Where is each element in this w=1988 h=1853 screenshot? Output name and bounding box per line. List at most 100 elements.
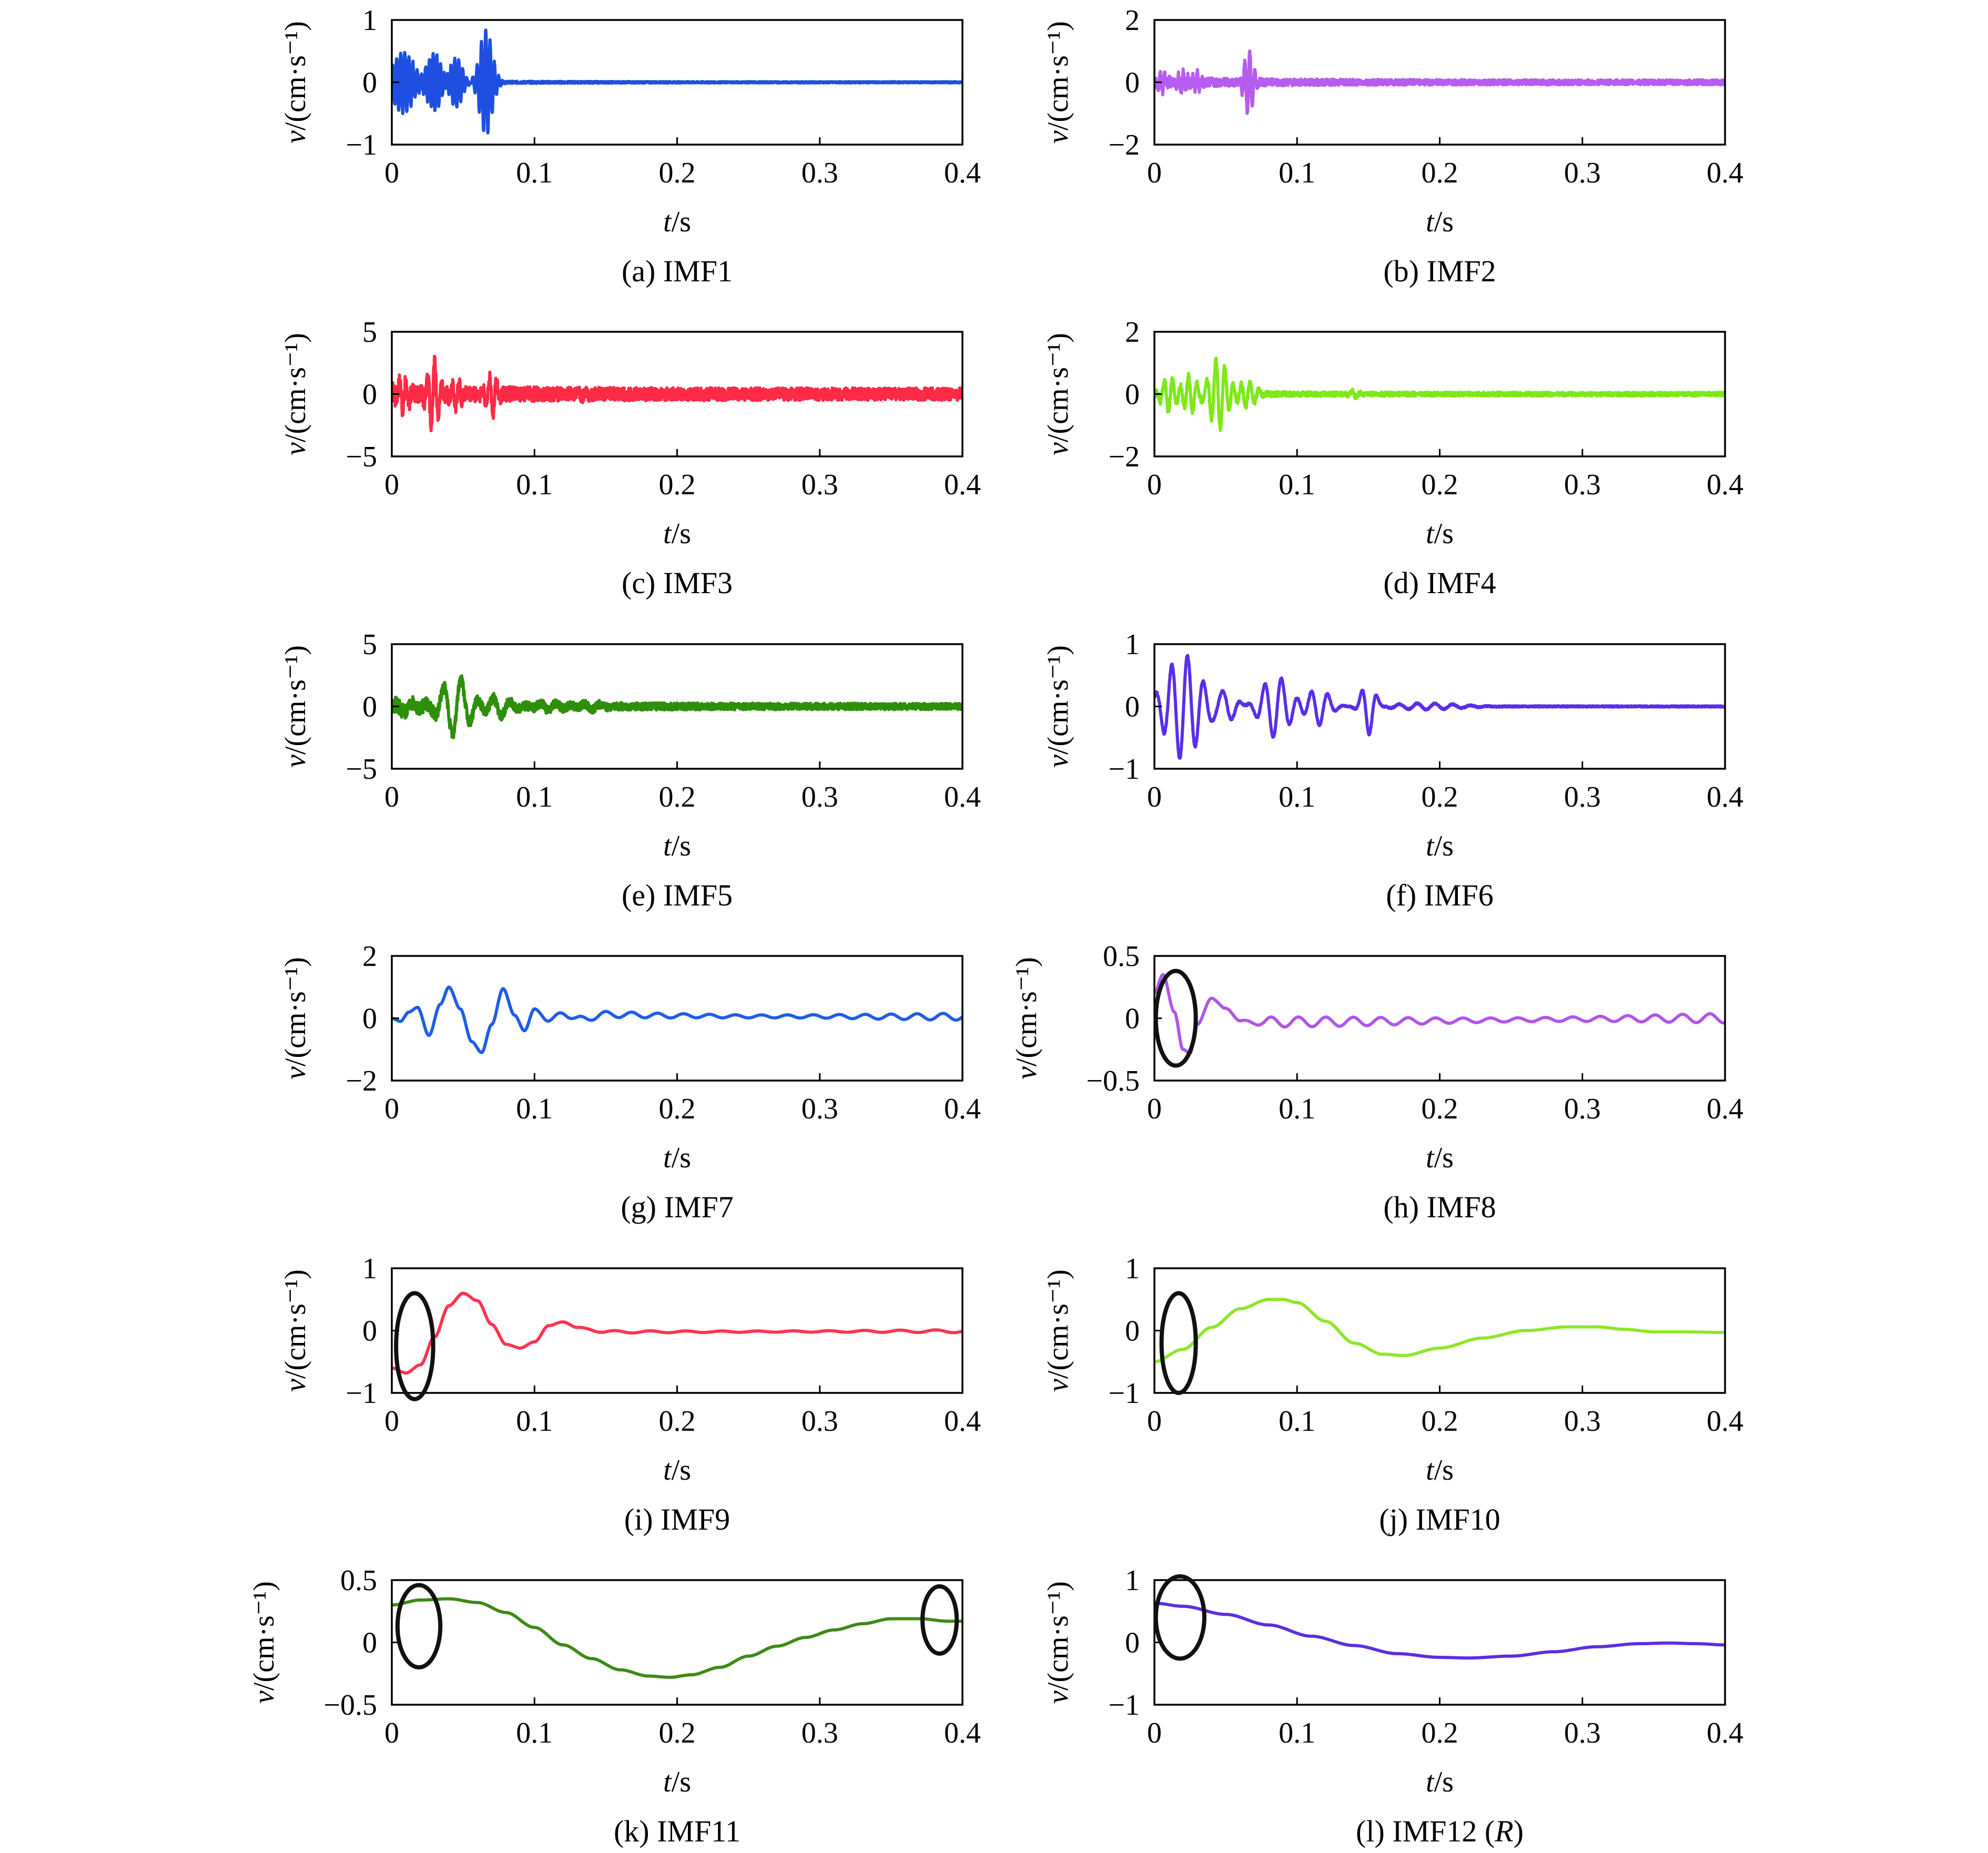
x-tick-label: 0.4 — [944, 1093, 981, 1125]
y-axis-label: v/(cm·s⁻¹) — [279, 333, 312, 455]
y-tick-label: 5 — [362, 628, 377, 661]
x-tick-label: 0.1 — [1279, 1717, 1315, 1749]
y-tick-label: 0.5 — [1103, 940, 1140, 973]
y-tick-label: 0 — [362, 1003, 377, 1035]
panel-d: 0 0.1 0.2 0.3 0.420−2t/sv/(cm·s⁻¹)(d) IMF4 — [1042, 316, 1743, 600]
highlight-ellipse — [394, 1291, 435, 1401]
x-tick-label: 0 — [1147, 781, 1162, 813]
x-tick-label: 0.2 — [1422, 157, 1458, 189]
y-tick-label: 2 — [1125, 316, 1140, 349]
series-line — [392, 1291, 962, 1375]
x-tick-label: 0.2 — [659, 1093, 696, 1125]
panel-k: 0 0.1 0.2 0.3 0.40.50−0.5t/sv/(cm·s⁻¹)(k) IM… — [248, 1564, 981, 1848]
x-tick-label: 0.2 — [1422, 1093, 1458, 1125]
y-tick-label: 0 — [1125, 1315, 1140, 1348]
y-tick-label: 0 — [362, 1315, 377, 1348]
y-tick-label: −1 — [346, 1377, 377, 1410]
x-axis-label-var: t — [1426, 517, 1435, 550]
y-axis-label-var: v — [279, 442, 312, 455]
panel-b: 0 0.1 0.2 0.3 0.420−2t/sv/(cm·s⁻¹)(b) IMF2 — [1042, 4, 1743, 288]
y-tick-label: −1 — [346, 129, 377, 161]
y-axis-label-var: v — [1010, 1066, 1043, 1080]
x-tick-label: 0 — [1147, 1405, 1162, 1438]
x-tick-label: 0.1 — [516, 1093, 553, 1125]
x-axis-label-var: t — [1426, 830, 1435, 862]
x-tick-label: 0.3 — [802, 157, 838, 189]
y-axis-label-unit: /(cm·s⁻¹) — [1042, 21, 1074, 130]
series-line — [1154, 357, 1725, 432]
highlight-ellipse — [1159, 1291, 1198, 1395]
y-tick-label: −1 — [1108, 753, 1140, 786]
x-axis-label: t/s — [1426, 1454, 1454, 1487]
x-tick-label: 0.4 — [944, 1717, 981, 1749]
y-axis-label-unit: /(cm·s⁻¹) — [1042, 1581, 1074, 1691]
panel-f: 0 0.1 0.2 0.3 0.410−1t/sv/(cm·s⁻¹)(f) IMF6 — [1042, 628, 1743, 912]
panel-caption-close: ) — [1514, 1814, 1524, 1848]
panel-caption: (d) IMF4 — [1383, 566, 1496, 600]
y-axis-label: v/(cm·s⁻¹) — [1042, 1581, 1074, 1704]
x-tick-label: 0.1 — [1279, 1093, 1315, 1125]
panel-caption: (l) IMF12 (R) — [1356, 1814, 1524, 1848]
panel-i: 0 0.1 0.2 0.3 0.410−1t/sv/(cm·s⁻¹)(i) IMF9 — [279, 1253, 981, 1536]
x-tick-label: 0 — [384, 157, 399, 189]
panel-h: 0 0.1 0.2 0.3 0.40.50−0.5t/sv/(cm·s⁻¹)(h) IM… — [1010, 940, 1743, 1224]
x-tick-label: 0.4 — [1707, 469, 1743, 501]
x-tick-label: 0.4 — [1707, 1717, 1743, 1749]
panel-j: 0 0.1 0.2 0.3 0.410−1t/sv/(cm·s⁻¹)(j) IMF10 — [1042, 1253, 1743, 1536]
x-axis-label-var: t — [663, 1766, 672, 1798]
y-axis-label: v/(cm·s⁻¹) — [1010, 957, 1043, 1080]
y-tick-label: 0 — [1125, 67, 1140, 99]
panel-caption: (c) IMF3 — [622, 566, 733, 600]
y-axis-label-var: v — [1042, 442, 1074, 455]
x-tick-label: 0.4 — [944, 781, 981, 813]
x-tick-label: 0.3 — [1564, 157, 1601, 189]
y-axis-label-unit: /(cm·s⁻¹) — [1042, 333, 1074, 442]
panel-caption: (h) IMF8 — [1383, 1190, 1496, 1224]
x-axis-label-unit: /s — [672, 1142, 691, 1174]
x-tick-label: 0.2 — [1422, 1717, 1458, 1749]
x-tick-label: 0.1 — [516, 781, 553, 813]
x-tick-label: 0 — [384, 1717, 399, 1749]
x-tick-label: 0.4 — [1707, 781, 1743, 813]
x-tick-label: 0.1 — [516, 1717, 553, 1749]
y-axis-label-unit: /(cm·s⁻¹) — [1042, 645, 1074, 755]
series-line — [392, 1597, 962, 1679]
x-tick-label: 0.2 — [1422, 781, 1458, 813]
x-tick-label: 0 — [1147, 157, 1162, 189]
panel-l: 0 0.1 0.2 0.3 0.410−1t/sv/(cm·s⁻¹)(l) IMF12 … — [1042, 1564, 1743, 1848]
x-tick-label: 0.1 — [1279, 157, 1315, 189]
x-axis-label-unit: /s — [1434, 1766, 1454, 1798]
panel-e: 0 0.1 0.2 0.3 0.450−5t/sv/(cm·s⁻¹)(e) IMF5 — [279, 628, 981, 912]
x-tick-label: 0.3 — [1564, 781, 1601, 813]
x-tick-label: 0.4 — [944, 157, 981, 189]
x-tick-label: 0 — [384, 1405, 399, 1438]
y-axis-label: v/(cm·s⁻¹) — [279, 21, 312, 144]
x-axis-label-unit: /s — [672, 1766, 691, 1798]
y-tick-label: 1 — [1125, 628, 1140, 661]
x-axis-label-unit: /s — [672, 517, 691, 550]
x-tick-label: 0.3 — [802, 781, 838, 813]
y-tick-label: −1 — [1108, 1689, 1140, 1722]
x-tick-label: 0.2 — [659, 781, 696, 813]
series-line — [392, 985, 962, 1054]
x-tick-label: 0 — [384, 469, 399, 501]
highlight-ellipse — [920, 1584, 959, 1656]
y-tick-label: −2 — [1108, 129, 1140, 161]
x-tick-label: 0.3 — [1564, 1717, 1601, 1749]
y-axis-label-var: v — [279, 130, 312, 144]
x-tick-label: 0 — [384, 1093, 399, 1125]
panel-caption: (a) IMF1 — [622, 254, 733, 288]
x-tick-label: 0.2 — [1422, 469, 1458, 501]
y-tick-label: 0.5 — [340, 1564, 377, 1597]
panel-g: 0 0.1 0.2 0.3 0.420−2t/sv/(cm·s⁻¹)(g) IMF7 — [279, 940, 981, 1224]
x-tick-label: 0.1 — [1279, 1405, 1315, 1438]
x-tick-label: 0.4 — [944, 469, 981, 501]
x-tick-label: 0.3 — [802, 1717, 838, 1749]
panel-caption: (f) IMF6 — [1386, 878, 1494, 912]
x-axis-label-var: t — [1426, 1454, 1435, 1487]
series-line — [392, 354, 962, 433]
y-axis-label-var: v — [1042, 1379, 1074, 1392]
x-axis-label: t/s — [1426, 830, 1454, 862]
x-tick-label: 0.2 — [659, 1405, 696, 1438]
x-tick-label: 0.2 — [659, 1717, 696, 1749]
